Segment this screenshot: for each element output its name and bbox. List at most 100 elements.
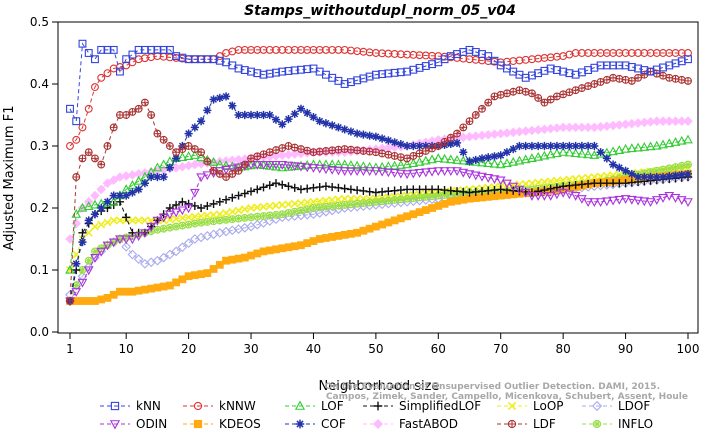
data-point-knn xyxy=(465,45,474,54)
data-point-ldf xyxy=(103,142,112,150)
data-point-cof xyxy=(677,170,686,179)
data-point-knn xyxy=(415,63,424,72)
data-point-odin xyxy=(651,196,662,205)
data-point-loop xyxy=(284,200,293,209)
data-point-cof xyxy=(109,191,118,200)
data-point-ldof xyxy=(171,246,181,257)
data-point-knn xyxy=(134,45,143,54)
data-point-ldof xyxy=(158,252,169,263)
data-point-knnw xyxy=(565,50,574,59)
data-point-lof xyxy=(127,180,138,189)
data-point-knnw xyxy=(590,49,599,57)
data-point-odin xyxy=(346,167,356,177)
legend-label-fastabod: FastABOD xyxy=(399,417,458,431)
data-point-cof xyxy=(527,141,537,151)
data-point-cof xyxy=(328,121,337,130)
data-point-knnw xyxy=(297,45,305,54)
data-point-odin xyxy=(327,165,338,175)
data-point-ldf xyxy=(72,173,81,181)
data-point-odin xyxy=(477,172,487,182)
data-point-cof xyxy=(490,152,499,161)
data-point-simplifiedlof xyxy=(534,187,543,196)
data-point-knn xyxy=(540,66,549,75)
data-point-simplifiedlof xyxy=(309,183,318,192)
data-point-odin xyxy=(608,196,618,206)
data-point-cof xyxy=(484,153,493,162)
data-point-loop xyxy=(303,198,312,207)
data-point-simplifiedlof xyxy=(215,197,224,206)
data-point-cof xyxy=(671,171,680,180)
data-point-odin xyxy=(664,191,675,201)
data-point-ldf xyxy=(122,111,131,119)
data-point-odin xyxy=(308,164,319,173)
series-ldf xyxy=(66,67,692,305)
data-point-loop xyxy=(165,215,174,224)
data-point-ldf xyxy=(371,148,380,157)
data-point-cof xyxy=(396,140,405,149)
data-point-knn xyxy=(72,117,81,126)
data-point-simplifiedlof xyxy=(315,182,324,192)
data-point-lof xyxy=(651,140,662,150)
data-point-lof xyxy=(352,160,362,170)
data-point-odin xyxy=(190,188,200,198)
y-tick-label: 0.4 xyxy=(30,77,49,91)
data-point-lof xyxy=(358,161,369,171)
data-point-cof xyxy=(78,238,87,247)
data-point-knn xyxy=(546,64,555,73)
data-point-cof xyxy=(415,141,424,151)
data-point-cof xyxy=(221,92,231,101)
data-point-odin xyxy=(489,175,500,185)
data-point-knnw xyxy=(621,49,630,57)
data-point-lof xyxy=(408,158,419,167)
data-point-ldf xyxy=(540,98,549,107)
data-point-cof xyxy=(521,141,530,151)
legend-marker-ldof xyxy=(591,400,603,412)
x-tick-label: 50 xyxy=(368,342,383,356)
data-point-inflo xyxy=(671,163,680,172)
data-point-loop xyxy=(297,199,305,208)
x-tick-label: 100 xyxy=(677,342,700,356)
data-point-fastabod xyxy=(683,116,693,126)
data-point-cof xyxy=(303,108,312,118)
data-point-odin xyxy=(383,168,394,178)
data-point-knn xyxy=(78,39,87,48)
data-point-knnw xyxy=(259,45,268,54)
data-point-ldf xyxy=(84,148,93,157)
data-point-knn xyxy=(446,52,455,61)
data-point-simplifiedlof xyxy=(228,193,237,202)
data-point-odin xyxy=(352,167,362,177)
data-point-lof xyxy=(527,153,537,163)
data-point-odin xyxy=(558,188,568,198)
data-point-knn xyxy=(665,61,674,70)
data-point-odin xyxy=(495,176,506,186)
data-point-lof xyxy=(452,155,462,164)
data-point-knn xyxy=(109,45,118,54)
data-point-simplifiedlof xyxy=(259,183,268,192)
legend-item-kdeos: KDEOS xyxy=(183,417,261,431)
data-point-cof xyxy=(128,188,137,197)
legend-marker-simplifiedlof xyxy=(373,401,383,411)
data-point-loop xyxy=(178,214,187,223)
data-point-knn xyxy=(278,67,287,76)
data-point-ldf xyxy=(153,129,162,138)
data-point-lof xyxy=(445,154,456,164)
data-point-odin xyxy=(583,198,593,208)
legend-marker-cof xyxy=(295,419,305,429)
data-point-knn xyxy=(602,61,611,70)
data-point-lof xyxy=(477,157,487,167)
data-point-odin xyxy=(127,235,138,245)
data-point-odin xyxy=(333,166,344,176)
data-point-loop xyxy=(546,177,555,186)
x-tick-label: 80 xyxy=(556,342,571,356)
data-point-odin xyxy=(77,278,88,288)
data-point-loop xyxy=(240,205,249,214)
data-point-loop xyxy=(334,195,343,204)
data-point-simplifiedlof xyxy=(340,184,349,193)
data-point-knnw xyxy=(609,49,618,57)
legend-item-fastabod: FastABOD xyxy=(363,417,458,431)
data-point-lof xyxy=(633,142,643,152)
data-point-lof xyxy=(558,146,568,156)
data-point-knn xyxy=(521,73,530,82)
data-point-lof xyxy=(327,159,338,169)
data-point-knn xyxy=(209,55,218,64)
